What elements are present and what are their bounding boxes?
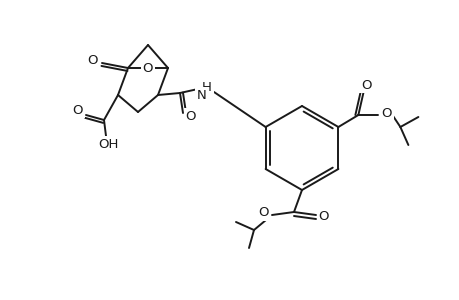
Text: O: O bbox=[360, 79, 371, 92]
Text: O: O bbox=[185, 110, 196, 122]
Text: OH: OH bbox=[98, 137, 118, 151]
Text: O: O bbox=[258, 206, 269, 220]
Text: O: O bbox=[88, 53, 98, 67]
Text: N: N bbox=[197, 88, 207, 101]
Text: O: O bbox=[73, 103, 83, 116]
Text: O: O bbox=[381, 106, 391, 119]
Text: O: O bbox=[318, 211, 329, 224]
Text: H: H bbox=[202, 80, 212, 94]
Text: O: O bbox=[142, 61, 153, 74]
